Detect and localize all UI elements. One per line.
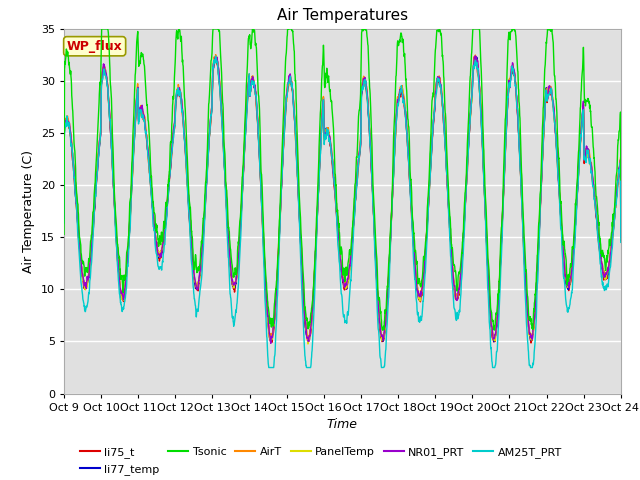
Text: WP_flux: WP_flux	[67, 40, 122, 53]
Legend: li75_t, li77_temp, Tsonic, AirT, PanelTemp, NR01_PRT, AM25T_PRT: li75_t, li77_temp, Tsonic, AirT, PanelTe…	[75, 443, 566, 479]
Y-axis label: Air Temperature (C): Air Temperature (C)	[22, 150, 35, 273]
Title: Air Temperatures: Air Temperatures	[277, 9, 408, 24]
X-axis label: Time: Time	[327, 418, 358, 431]
